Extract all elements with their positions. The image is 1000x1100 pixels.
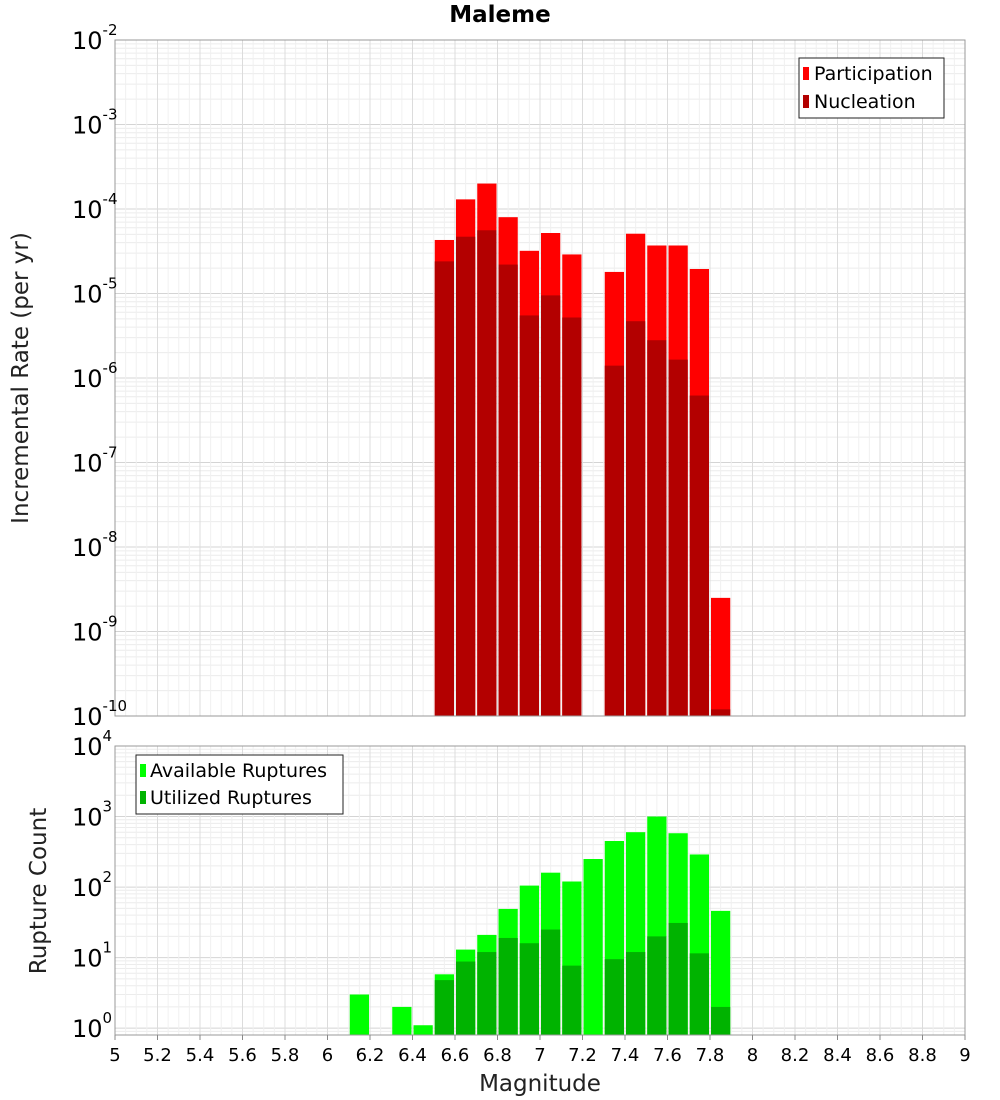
legend-swatch-participation — [803, 67, 809, 80]
x-axis-label: Magnitude — [479, 1071, 601, 1097]
top-y-tick-label: 10-4 — [72, 190, 118, 224]
top-bar-inner — [604, 365, 624, 716]
x-tick-label: 6 — [322, 1045, 333, 1066]
top-bar-outer — [711, 597, 731, 716]
x-tick-label: 5.6 — [228, 1045, 257, 1066]
bottom-bar-outer — [413, 1025, 433, 1035]
top-y-tick-label: 10-6 — [72, 359, 118, 393]
chart-title: Maleme — [449, 2, 550, 28]
legend-label-available: Available Ruptures — [150, 760, 327, 782]
top-bar-inner — [689, 395, 709, 716]
bottom-y-tick-labels: 100 101 102 103 104 — [72, 727, 112, 1043]
x-tick-labels: 5 5.2 5.4 5.6 5.8 6 6.2 6.4 6.6 6.8 7 7.2 7.4 7.6 7.8 8… — [109, 1035, 971, 1066]
top-plot-frame — [114, 39, 966, 717]
top-bar-inner — [541, 295, 561, 716]
x-tick-label: 8.6 — [866, 1045, 895, 1066]
bottom-bar-outer — [349, 994, 369, 1035]
top-y-tick-label: 10-7 — [72, 444, 118, 478]
bottom-bar-inner — [647, 936, 667, 1035]
bottom-y-tick-label: 102 — [72, 868, 112, 902]
bottom-bar-inner — [477, 952, 497, 1035]
top-bar-inner — [562, 317, 582, 716]
x-tick-label: 7.8 — [696, 1045, 725, 1066]
legend-swatch-nucleation — [803, 95, 809, 108]
top-y-tick-labels: 10-10 10-9 10-8 10-7 10-6 10-5 10-4 10-3 10-2 — [72, 21, 127, 731]
top-grid — [114, 40, 966, 717]
x-tick-label: 5.4 — [186, 1045, 215, 1066]
bottom-bar-inner — [711, 1006, 731, 1035]
top-y-axis-label: Incremental Rate (per yr) — [8, 232, 34, 524]
legend-swatch-available — [140, 764, 146, 777]
x-tick-label: 7.6 — [653, 1045, 682, 1066]
x-tick-label: 6.2 — [356, 1045, 385, 1066]
bottom-y-axis-label: Rupture Count — [26, 808, 52, 974]
x-tick-label: 7.2 — [568, 1045, 597, 1066]
legend-label-utilized: Utilized Ruptures — [150, 787, 312, 809]
legend-label-nucleation: Nucleation — [814, 91, 916, 113]
bottom-bars — [349, 816, 731, 1035]
top-bar-inner — [498, 264, 518, 716]
bottom-bar-inner — [689, 953, 709, 1035]
bottom-legend: Available Ruptures Utilized Ruptures — [135, 754, 344, 815]
bottom-bar-outer — [392, 1006, 412, 1035]
x-tick-label: 6.6 — [441, 1045, 470, 1066]
x-tick-label: 5.8 — [271, 1045, 300, 1066]
x-tick-label: 7 — [534, 1045, 545, 1066]
bottom-bar-inner — [604, 959, 624, 1035]
x-tick-label: 6.8 — [483, 1045, 512, 1066]
top-y-tick-label: 10-3 — [72, 106, 118, 140]
x-tick-label: 7.4 — [611, 1045, 640, 1066]
bottom-y-tick-label: 101 — [72, 939, 112, 973]
top-bar-inner — [434, 261, 454, 716]
top-bar-inner — [668, 359, 688, 716]
top-legend: Participation Nucleation — [798, 57, 945, 119]
top-y-tick-label: 10-10 — [72, 697, 127, 731]
bottom-bar-inner — [434, 980, 454, 1035]
bottom-bar-inner — [562, 965, 582, 1035]
x-tick-label: 6.4 — [398, 1045, 427, 1066]
bottom-bar-outer — [583, 859, 603, 1035]
top-y-tick-label: 10-2 — [72, 21, 118, 55]
bottom-bar-outer — [711, 910, 731, 1035]
x-tick-label: 8.8 — [908, 1045, 937, 1066]
bottom-y-tick-label: 100 — [72, 1009, 112, 1043]
top-y-tick-label: 10-5 — [72, 275, 118, 309]
bottom-y-tick-label: 103 — [72, 798, 112, 832]
legend-label-participation: Participation — [814, 63, 933, 85]
top-bar-inner — [647, 340, 667, 716]
top-bar-inner — [626, 321, 646, 716]
top-bar-inner — [711, 709, 731, 716]
bottom-bar-inner — [519, 943, 539, 1035]
bottom-bar-inner — [456, 961, 476, 1035]
top-bar-inner — [477, 230, 497, 716]
bottom-bar-inner — [626, 952, 646, 1035]
top-bar-inner — [456, 236, 476, 716]
top-bar-inner — [519, 315, 539, 716]
x-tick-label: 8.2 — [781, 1045, 810, 1066]
x-tick-label: 5.2 — [143, 1045, 172, 1066]
x-tick-label: 8.4 — [823, 1045, 852, 1066]
x-tick-label: 8 — [747, 1045, 758, 1066]
legend-swatch-utilized — [140, 791, 146, 804]
top-y-tick-label: 10-9 — [72, 613, 118, 647]
x-tick-label: 9 — [959, 1045, 970, 1066]
bottom-bar-inner — [541, 929, 561, 1035]
bottom-y-tick-label: 104 — [72, 727, 112, 761]
x-tick-label: 5 — [109, 1045, 120, 1066]
top-y-tick-label: 10-8 — [72, 528, 118, 562]
top-bars — [434, 183, 731, 717]
bottom-bar-inner — [498, 937, 518, 1035]
bottom-bar-inner — [668, 922, 688, 1035]
